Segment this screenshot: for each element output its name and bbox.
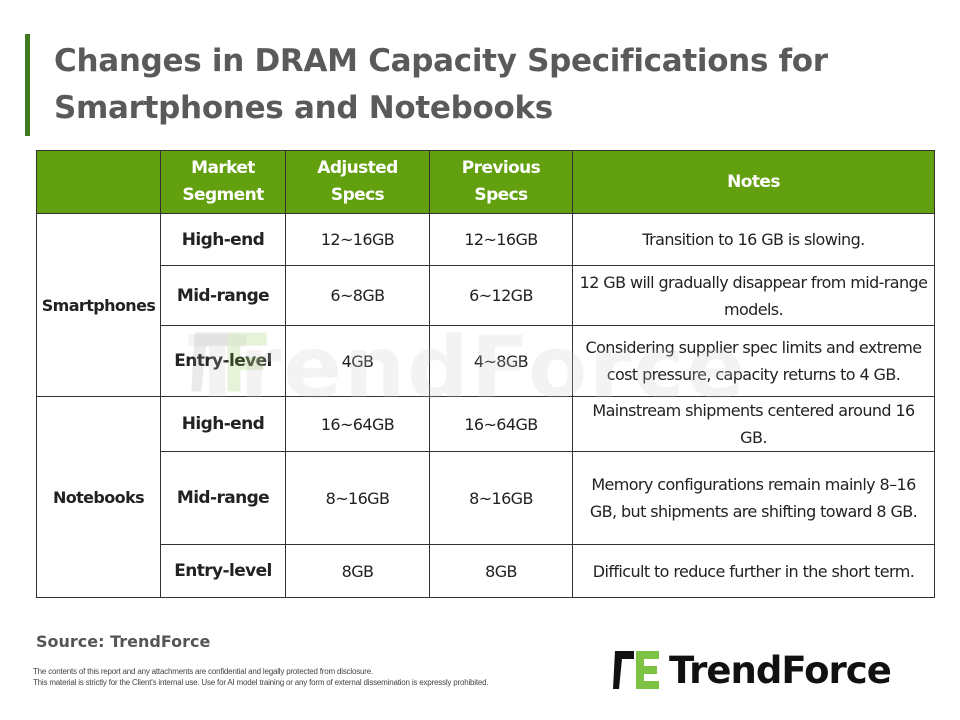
notes-cell: 12 GB will gradually disappear from mid-… bbox=[572, 265, 935, 326]
table-row: Notebooks High-end 16~64GB 16~64GB Mains… bbox=[36, 396, 935, 598]
previous-spec-cell: 8GB bbox=[429, 544, 573, 598]
disclaimer: The contents of this report and any atta… bbox=[33, 666, 489, 688]
previous-spec-cell: 16~64GB bbox=[429, 396, 573, 452]
previous-spec-cell: 8~16GB bbox=[429, 451, 573, 545]
adjusted-spec-cell: 12~16GB bbox=[285, 213, 430, 266]
segment-cell: High-end bbox=[160, 213, 286, 266]
logo-wordmark: TrendForce bbox=[669, 648, 892, 692]
header-notes: Notes bbox=[572, 150, 935, 214]
adjusted-spec-cell: 8GB bbox=[285, 544, 430, 598]
header-category bbox=[36, 150, 161, 214]
trendforce-logo: TrendForce bbox=[613, 648, 892, 692]
adjusted-spec-cell: 4GB bbox=[285, 325, 430, 397]
title-line-2: Smartphones and Notebooks bbox=[54, 90, 553, 126]
table-header-row: Market Segment Adjusted Specs Previous S… bbox=[36, 150, 935, 214]
notes-cell: Memory configurations remain mainly 8–16… bbox=[572, 451, 935, 545]
dram-spec-table-container: Market Segment Adjusted Specs Previous S… bbox=[36, 150, 935, 598]
disclaimer-line-2: This material is strictly for the Client… bbox=[33, 678, 489, 687]
dram-spec-table: Market Segment Adjusted Specs Previous S… bbox=[36, 150, 935, 598]
table-row: Entry-level 8GB 8GB Difficult to reduce … bbox=[37, 544, 935, 598]
category-smartphones: Smartphones bbox=[36, 213, 161, 397]
segment-cell: High-end bbox=[160, 396, 286, 452]
source-label: Source: TrendForce bbox=[36, 632, 211, 651]
header-previous-specs: Previous Specs bbox=[429, 150, 573, 214]
segment-cell: Mid-range bbox=[160, 265, 286, 326]
notes-cell: Considering supplier spec limits and ext… bbox=[572, 325, 935, 397]
title-accent-bar bbox=[25, 34, 30, 136]
adjusted-spec-cell: 8~16GB bbox=[285, 451, 430, 545]
trendforce-logo-icon bbox=[613, 651, 659, 689]
table-row: Entry-level 4GB 4~8GB Considering suppli… bbox=[37, 325, 935, 397]
header-market-segment: Market Segment bbox=[160, 150, 286, 214]
previous-spec-cell: 4~8GB bbox=[429, 325, 573, 397]
disclaimer-line-1: The contents of this report and any atta… bbox=[33, 667, 374, 676]
segment-cell: Entry-level bbox=[160, 325, 286, 397]
previous-spec-cell: 12~16GB bbox=[429, 213, 573, 266]
notes-cell: Mainstream shipments centered around 16 … bbox=[572, 396, 935, 452]
table-row: Smartphones High-end 12~16GB 12~16GB Tra… bbox=[36, 213, 935, 397]
adjusted-spec-cell: 16~64GB bbox=[285, 396, 430, 452]
previous-spec-cell: 6~12GB bbox=[429, 265, 573, 326]
notes-cell: Difficult to reduce further in the short… bbox=[572, 544, 935, 598]
page-title: Changes in DRAM Capacity Specifications … bbox=[54, 38, 934, 132]
header-adjusted-specs: Adjusted Specs bbox=[285, 150, 430, 214]
segment-cell: Entry-level bbox=[160, 544, 286, 598]
segment-cell: Mid-range bbox=[160, 451, 286, 545]
adjusted-spec-cell: 6~8GB bbox=[285, 265, 430, 326]
table-row: Mid-range 6~8GB 6~12GB 12 GB will gradua… bbox=[37, 265, 935, 326]
notes-cell: Transition to 16 GB is slowing. bbox=[572, 213, 935, 266]
title-line-1: Changes in DRAM Capacity Specifications … bbox=[54, 43, 828, 79]
category-notebooks: Notebooks bbox=[36, 396, 161, 598]
table-row: Mid-range 8~16GB 8~16GB Memory configura… bbox=[37, 451, 935, 545]
